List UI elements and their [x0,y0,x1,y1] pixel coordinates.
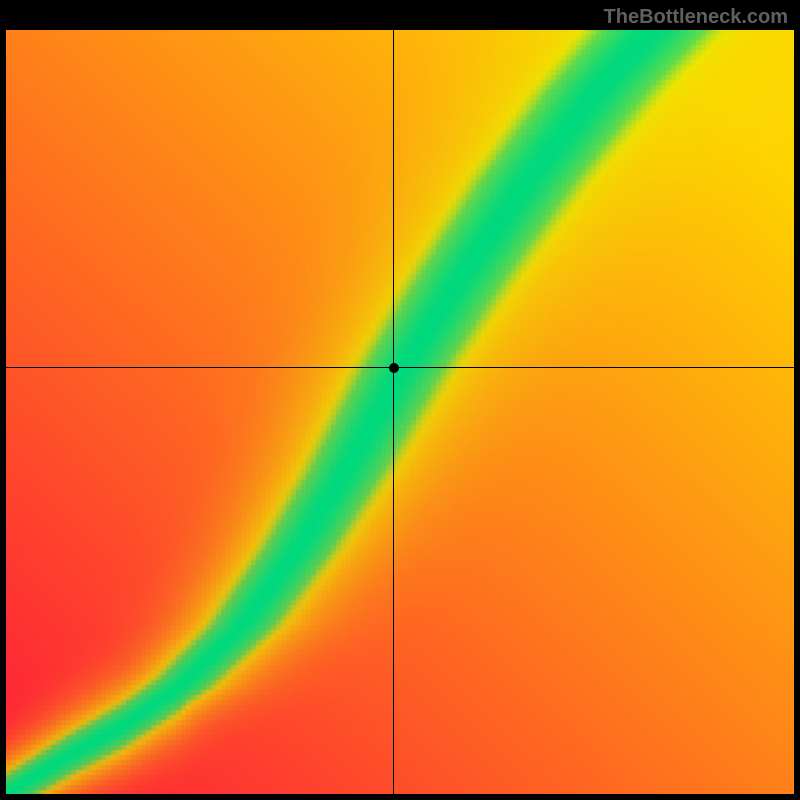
heatmap-canvas [6,30,794,794]
crosshair-horizontal [6,367,794,368]
marker-dot [389,363,399,373]
chart-container: { "watermark": { "text": "TheBottleneck.… [0,0,800,800]
watermark-text: TheBottleneck.com [604,6,788,29]
plot-area [6,30,794,794]
crosshair-vertical [393,30,394,794]
